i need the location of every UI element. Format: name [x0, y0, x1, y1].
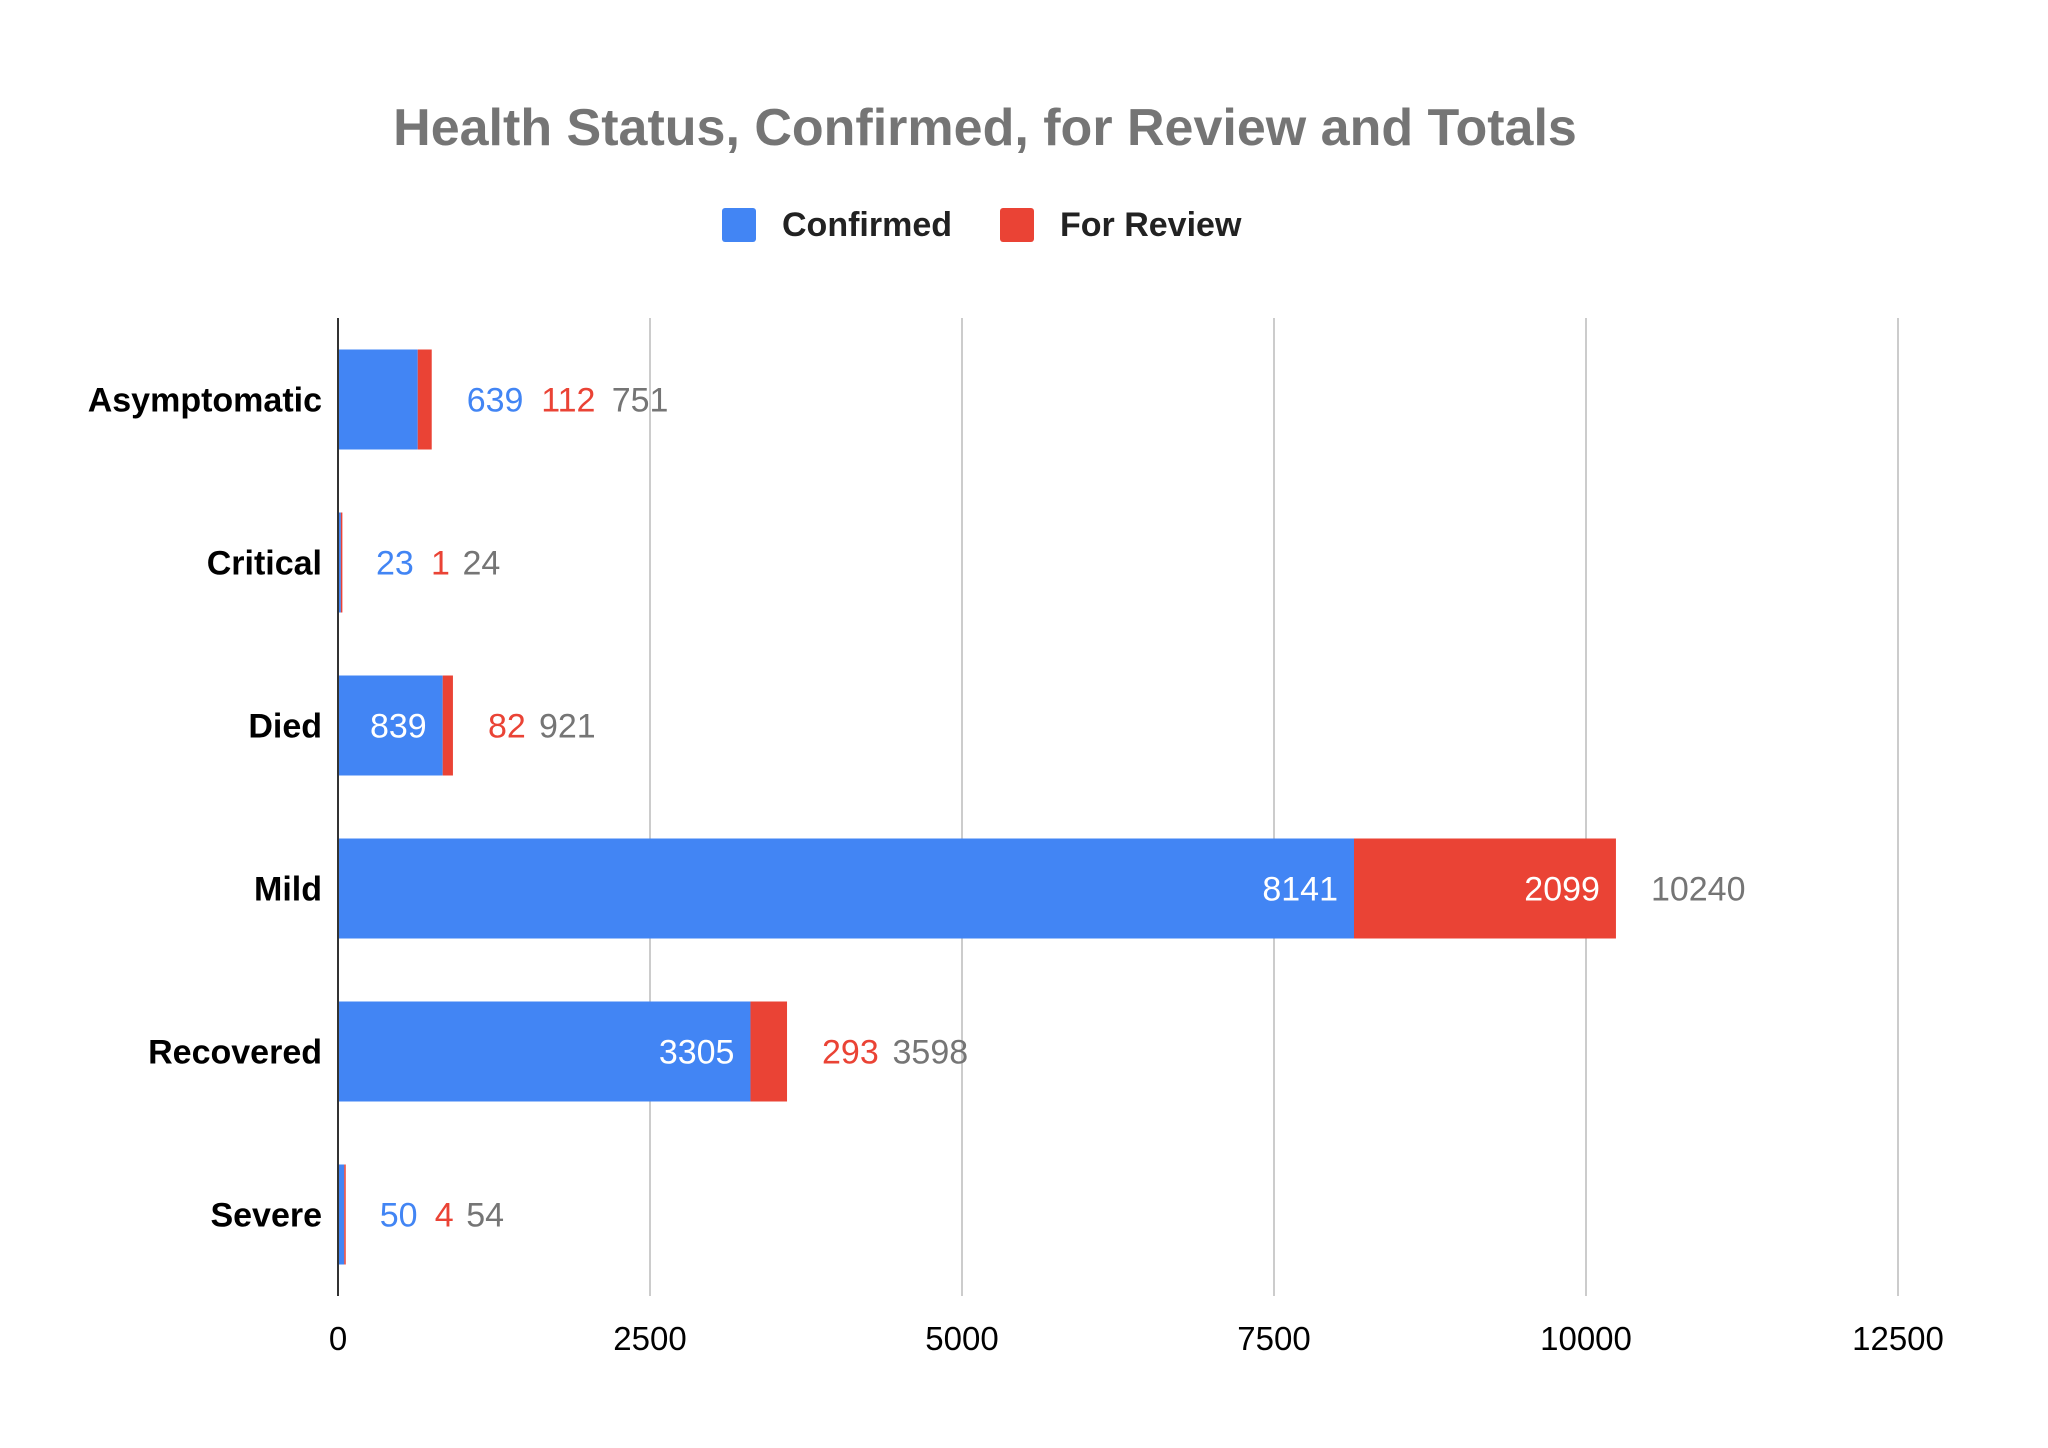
data-label-confirmed: 639 [467, 382, 524, 420]
category-label: Severe [210, 1197, 322, 1235]
bar-layer [338, 349, 1616, 1265]
x-tick-label: 5000 [925, 1320, 998, 1357]
label-layer: Asymptomatic 639 112 751 Critical 23 1 24 Died 83… [88, 382, 1746, 1235]
bar-confirmed [338, 512, 341, 613]
category-label: Mild [254, 871, 322, 909]
x-tick-label: 12500 [1852, 1320, 1944, 1357]
category-label: Critical [207, 545, 322, 583]
x-tick-label: 2500 [613, 1320, 686, 1357]
bar-confirmed [338, 838, 1354, 939]
bar-for-review [442, 675, 453, 776]
data-label-total: 3598 [893, 1034, 969, 1072]
legend-label: Confirmed [782, 206, 952, 244]
data-label-total: 24 [462, 545, 500, 583]
grid-layer: 0 2500 5000 7500 10000 12500 [329, 318, 1944, 1357]
bar-for-review [750, 1001, 788, 1102]
bar-for-review [340, 512, 343, 613]
data-label-for-review: 82 [488, 708, 526, 746]
data-label-total: 10240 [1651, 871, 1746, 909]
data-label-for-review: 293 [822, 1034, 879, 1072]
data-label-for-review: 4 [435, 1197, 454, 1235]
bar-for-review [417, 349, 432, 450]
data-label-total: 751 [612, 382, 669, 420]
category-label: Asymptomatic [88, 382, 322, 420]
data-label-total: 54 [466, 1197, 504, 1235]
legend: Confirmed For Review [722, 206, 1242, 244]
bar-for-review [344, 1164, 346, 1265]
x-tick-label: 0 [329, 1320, 347, 1357]
bar-confirmed [338, 1001, 751, 1102]
data-label-confirmed: 839 [370, 708, 427, 746]
legend-swatch [1000, 208, 1034, 242]
data-label-confirmed: 23 [376, 545, 414, 583]
bar-confirmed [338, 349, 418, 450]
data-label-for-review: 112 [541, 382, 595, 420]
data-label-confirmed: 3305 [659, 1034, 735, 1072]
data-label-total: 921 [539, 708, 596, 746]
bar-confirmed [338, 1164, 345, 1265]
category-label: Died [248, 708, 322, 746]
legend-label: For Review [1060, 206, 1242, 244]
data-label-for-review: 1 [431, 545, 450, 583]
bar-confirmed [338, 675, 443, 776]
legend-swatch [722, 208, 756, 242]
category-label: Recovered [148, 1034, 322, 1072]
data-label-for-review: 2099 [1524, 871, 1600, 909]
chart-title: Health Status, Confirmed, for Review and… [393, 99, 1577, 157]
data-label-confirmed: 8141 [1262, 871, 1338, 909]
bar-for-review [1353, 838, 1616, 939]
x-tick-label: 10000 [1540, 1320, 1632, 1357]
data-label-confirmed: 50 [380, 1197, 418, 1235]
x-tick-label: 7500 [1237, 1320, 1310, 1357]
